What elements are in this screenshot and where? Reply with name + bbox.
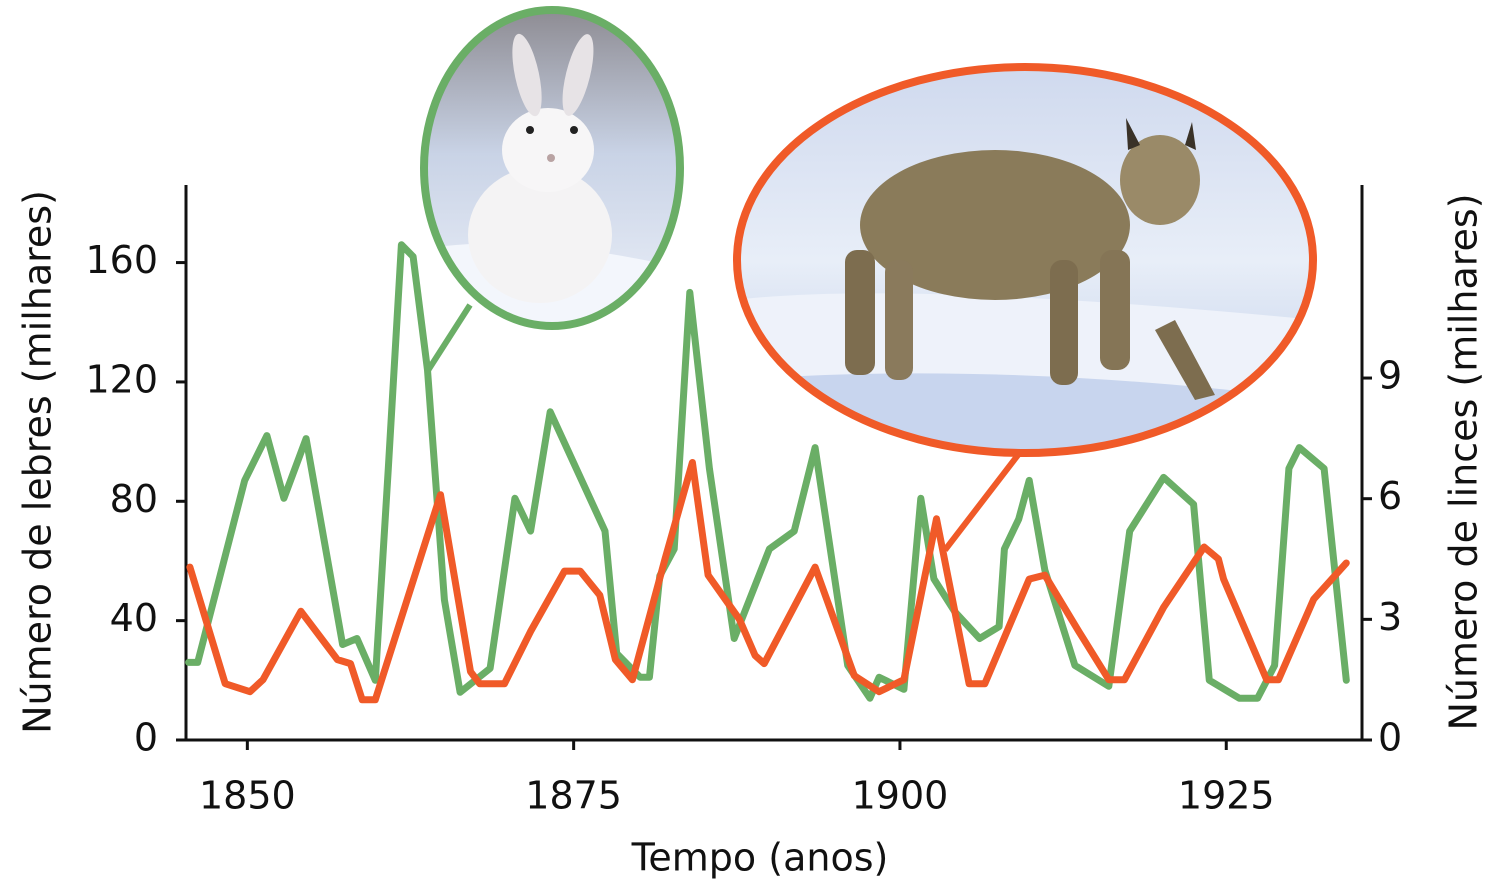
y-axis-label: Número de lebres (milhares) xyxy=(16,190,60,734)
y2-axis-label: Número de linces (milhares) xyxy=(1442,193,1486,730)
x-axis-label: Tempo (anos) xyxy=(631,836,889,880)
y2-tick-label: 3 xyxy=(1378,595,1402,639)
y2-tick-label: 9 xyxy=(1378,354,1402,398)
y-tick-label: 80 xyxy=(110,477,158,521)
y-tick-label: 160 xyxy=(85,238,158,282)
y2-tick-label: 6 xyxy=(1378,474,1402,518)
y-tick-label: 120 xyxy=(85,357,158,401)
series-line xyxy=(190,463,1346,700)
chart: 0 40 80 120 160 0 3 6 9 1850 1875 1900 1925 Número d… xyxy=(0,0,1491,888)
hare-photo xyxy=(420,8,690,372)
x-tick-label: 1925 xyxy=(1178,774,1275,818)
y2-tick-label: 0 xyxy=(1378,716,1402,760)
y-tick-label: 40 xyxy=(110,596,158,640)
x-tick-label: 1850 xyxy=(199,774,296,818)
x-tick-label: 1900 xyxy=(852,774,949,818)
y-tick-label: 0 xyxy=(134,716,158,760)
x-tick-label: 1875 xyxy=(525,774,622,818)
hare-connector xyxy=(427,305,470,372)
